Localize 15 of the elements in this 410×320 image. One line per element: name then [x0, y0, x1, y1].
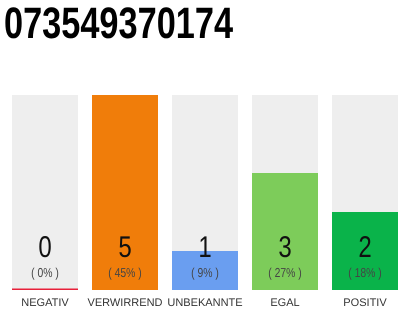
data-label: 5 — [118, 229, 132, 264]
x-tick-label: POSITIV — [343, 296, 388, 309]
x-tick-label: VERWIRREND — [88, 296, 163, 309]
chart-title: 073549370174 — [4, 0, 234, 48]
data-label: 2 — [358, 229, 372, 264]
data-label: 3 — [278, 229, 292, 264]
x-tick-label: UNBEKANNTE — [167, 296, 243, 309]
x-tick-label: NEGATIV — [21, 296, 70, 309]
annotation: ( 0% ) — [31, 266, 59, 280]
annotation: ( 27% ) — [268, 266, 302, 280]
annotation: ( 45% ) — [108, 266, 142, 280]
annotation: ( 9% ) — [191, 266, 219, 280]
data-label: 0 — [38, 229, 52, 264]
x-tick-label: EGAL — [270, 296, 300, 309]
annotation: ( 18% ) — [348, 266, 382, 280]
